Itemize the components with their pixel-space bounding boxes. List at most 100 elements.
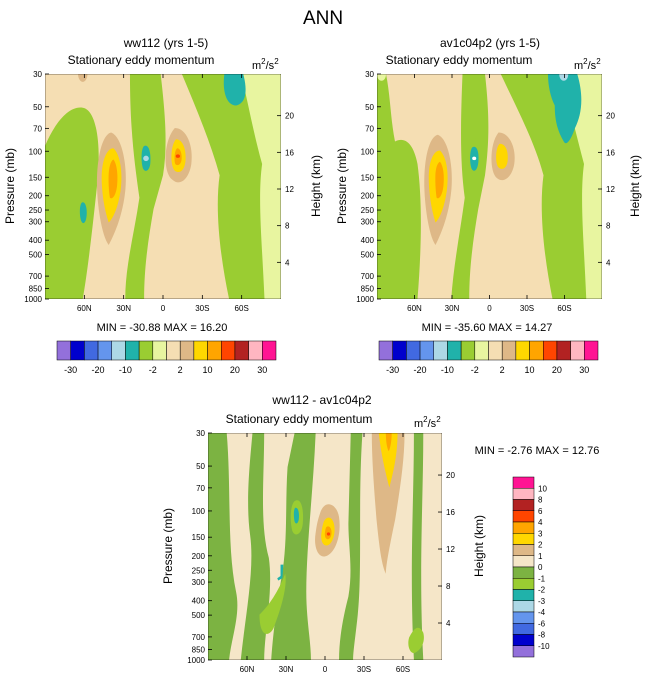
colorbar-label: -3 — [538, 597, 546, 606]
p2-green-left — [377, 74, 421, 299]
xtick-label: 60S — [557, 304, 571, 313]
p2-green-tropic — [451, 74, 489, 299]
y2tick-label: 12 — [285, 185, 294, 194]
p3-green-2 — [240, 433, 271, 660]
xtick-label: 0 — [487, 304, 492, 313]
y2tick-label: 16 — [606, 148, 615, 157]
colorbar-swatch — [84, 340, 99, 361]
colorbar-swatch — [512, 645, 535, 658]
ytick-label: 500 — [29, 251, 43, 260]
xtick-label: 30S — [357, 665, 371, 674]
colorbar-swatch — [512, 611, 535, 624]
panel-1-contours — [45, 74, 281, 299]
colorbar-swatch — [152, 340, 167, 361]
xtick-label: 0 — [161, 304, 166, 313]
p1-tan-top — [78, 74, 88, 82]
colorbar-swatch — [584, 340, 599, 361]
panel-2-units-sup2: 2 — [596, 57, 601, 66]
xtick-label: 30N — [279, 665, 294, 674]
panel-1-subtitle: Stationary eddy momentum — [68, 53, 215, 67]
p2-lightblue-top — [559, 74, 569, 81]
colorbar-label: -6 — [538, 619, 546, 628]
colorbar-swatch — [97, 340, 112, 361]
colorbar-swatch — [447, 340, 462, 361]
ytick-label: 150 — [29, 173, 43, 182]
panel-1-title: ww112 (yrs 1-5) — [123, 36, 208, 50]
xtick-label: 0 — [323, 665, 328, 674]
p3-teal-1 — [293, 507, 299, 524]
ytick-label: 400 — [192, 597, 206, 606]
colorbar-swatch — [512, 510, 535, 523]
colorbar-swatch — [512, 499, 535, 511]
ytick-label: 300 — [361, 218, 375, 227]
ytick-label: 200 — [361, 192, 375, 201]
colorbar-label: -1 — [538, 574, 546, 583]
ytick-label: 200 — [29, 192, 43, 201]
colorbar-2: -30 -20 -10 -2 2 10 20 30 — [378, 340, 599, 375]
colorbar-label: -10 — [441, 365, 454, 375]
ytick-label: 850 — [29, 285, 43, 294]
colorbar-label: -2 — [149, 365, 157, 375]
colorbar-swatch — [56, 340, 71, 361]
ytick-label: 250 — [361, 206, 375, 215]
panel-2-contours — [377, 74, 602, 299]
p2-teal-sh — [548, 74, 582, 144]
colorbar-label: -30 — [386, 365, 399, 375]
panel-3-title: ww112 - av1c04p2 — [271, 393, 371, 407]
p1-lightblue-dot — [143, 155, 149, 162]
panel-2-units: m2/s2 — [574, 57, 601, 72]
xtick-label: 30S — [520, 304, 534, 313]
ytick-label: 70 — [196, 484, 205, 493]
colorbar-swatch — [392, 340, 407, 361]
panel-1-axes: 3050701001502002503004005007008501000481… — [24, 70, 294, 313]
colorbar-swatch — [501, 340, 517, 361]
colorbar-swatch — [474, 340, 489, 361]
colorbar-swatch — [248, 340, 263, 361]
ytick-label: 1000 — [356, 295, 374, 304]
colorbar-label: 30 — [579, 365, 589, 375]
p1-green-nh — [45, 107, 99, 299]
colorbar-label: -30 — [64, 365, 77, 375]
xtick-label: 30N — [445, 304, 460, 313]
figure-title: ANN — [303, 8, 343, 29]
colorbar-label: 10 — [203, 365, 213, 375]
ytick-label: 100 — [192, 507, 206, 516]
colorbar-label: 0 — [538, 563, 543, 572]
colorbar-label: 4 — [538, 518, 543, 527]
colorbar-swatch — [179, 340, 195, 361]
p3-teal-2 — [277, 564, 284, 581]
y2tick-label: 16 — [285, 148, 294, 157]
panel-3: ww112 - av1c04p2 Stationary eddy momentu… — [161, 393, 599, 674]
colorbar-label: 2 — [178, 365, 183, 375]
ytick-label: 70 — [33, 124, 42, 133]
p2-white-dot — [472, 156, 477, 161]
ytick-label: 300 — [192, 578, 206, 587]
colorbar-label: 2 — [500, 365, 505, 375]
colorbar-swatch — [512, 488, 535, 500]
colorbar-label: 10 — [525, 365, 535, 375]
colorbar-label: -4 — [538, 608, 546, 617]
xtick-label: 30S — [195, 304, 209, 313]
colorbar-swatch — [406, 340, 421, 361]
colorbar-swatch — [512, 566, 535, 579]
p1-red-dot — [175, 154, 180, 158]
panel-1-y2label: Height (km) — [309, 155, 323, 217]
panel-3-y2label: Height (km) — [472, 515, 486, 577]
p2-cream-band — [561, 74, 602, 299]
y2tick-label: 12 — [446, 545, 455, 554]
panel-2-title: av1c04p2 (yrs 1-5) — [440, 36, 540, 50]
colorbar-label: 20 — [230, 365, 240, 375]
y2tick-label: 8 — [606, 222, 611, 231]
panel-2-y2label: Height (km) — [628, 155, 642, 217]
panel-3-units: m2/s2 — [414, 415, 441, 430]
p3-tan-sh — [371, 433, 405, 574]
ytick-label: 500 — [361, 251, 375, 260]
p1-teal-top — [223, 74, 246, 106]
y2tick-label: 8 — [285, 222, 290, 231]
colorbar-swatch — [111, 340, 126, 361]
y2tick-label: 20 — [285, 112, 294, 121]
colorbar-label: 20 — [552, 365, 562, 375]
ytick-label: 850 — [361, 285, 375, 294]
colorbar-swatch — [512, 521, 535, 534]
